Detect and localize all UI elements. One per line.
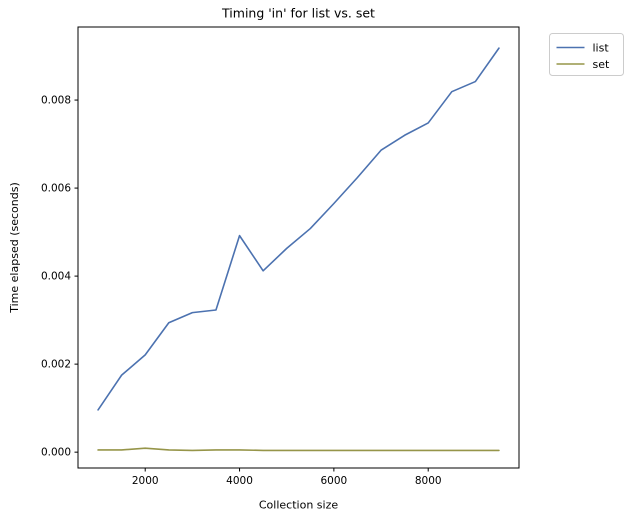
x-tick-label: 6000 [321, 475, 348, 487]
y-tick-label: 0.008 [41, 95, 71, 107]
legend-box: list set [549, 33, 624, 76]
chart-title: Timing 'in' for list vs. set [221, 6, 375, 21]
y-tick-label: 0.004 [41, 271, 71, 283]
y-tick-label: 0.002 [41, 359, 71, 371]
legend-frame [549, 33, 624, 76]
data-series [97, 47, 500, 452]
y-axis-ticks: 0.000 0.002 0.004 0.006 0.008 [41, 95, 78, 459]
legend-entry-label: list [593, 41, 610, 54]
line-set [97, 447, 500, 452]
x-axis-label: Collection size [259, 499, 338, 512]
x-tick-label: 8000 [415, 475, 442, 487]
x-axis-ticks: 2000 4000 6000 8000 [132, 468, 442, 487]
y-tick-label: 0.006 [41, 183, 71, 195]
y-tick-label: 0.000 [41, 447, 71, 459]
line-list [97, 47, 500, 411]
y-axis-label: Time elapsed (seconds) [8, 182, 21, 314]
x-tick-label: 2000 [132, 475, 159, 487]
x-tick-label: 4000 [226, 475, 253, 487]
legend-entry-label: set [593, 58, 610, 71]
plot-frame [77, 26, 520, 469]
